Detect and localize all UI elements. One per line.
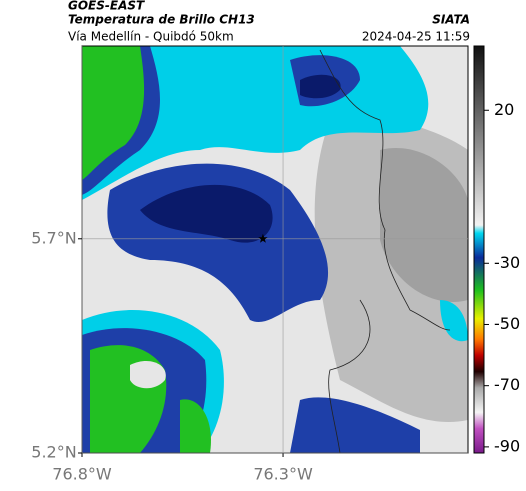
satellite-image (82, 46, 468, 453)
title: Temperatura de Brillo CH13 (68, 13, 255, 27)
subtitle: Vía Medellín - Quibdó 50km (68, 30, 234, 44)
brand: SIATA (432, 13, 470, 27)
x-tick-label: 76.3°W (253, 465, 313, 484)
colorbar-label: -70 (494, 375, 520, 394)
colorbar (473, 45, 485, 454)
colorbar-label: -50 (494, 314, 520, 333)
colorbar-label: -90 (494, 436, 520, 455)
colorbar-label: 20 (494, 100, 514, 119)
timestamp: 2024-04-25 11:59 (362, 30, 470, 44)
x-tick-label: 76.8°W (52, 465, 112, 484)
y-tick-label: 5.2°N (31, 443, 76, 462)
location-marker (258, 233, 268, 243)
source: GOES-EAST (68, 0, 145, 13)
y-tick-label: 5.7°N (31, 228, 76, 247)
colorbar-label: -30 (494, 253, 520, 272)
